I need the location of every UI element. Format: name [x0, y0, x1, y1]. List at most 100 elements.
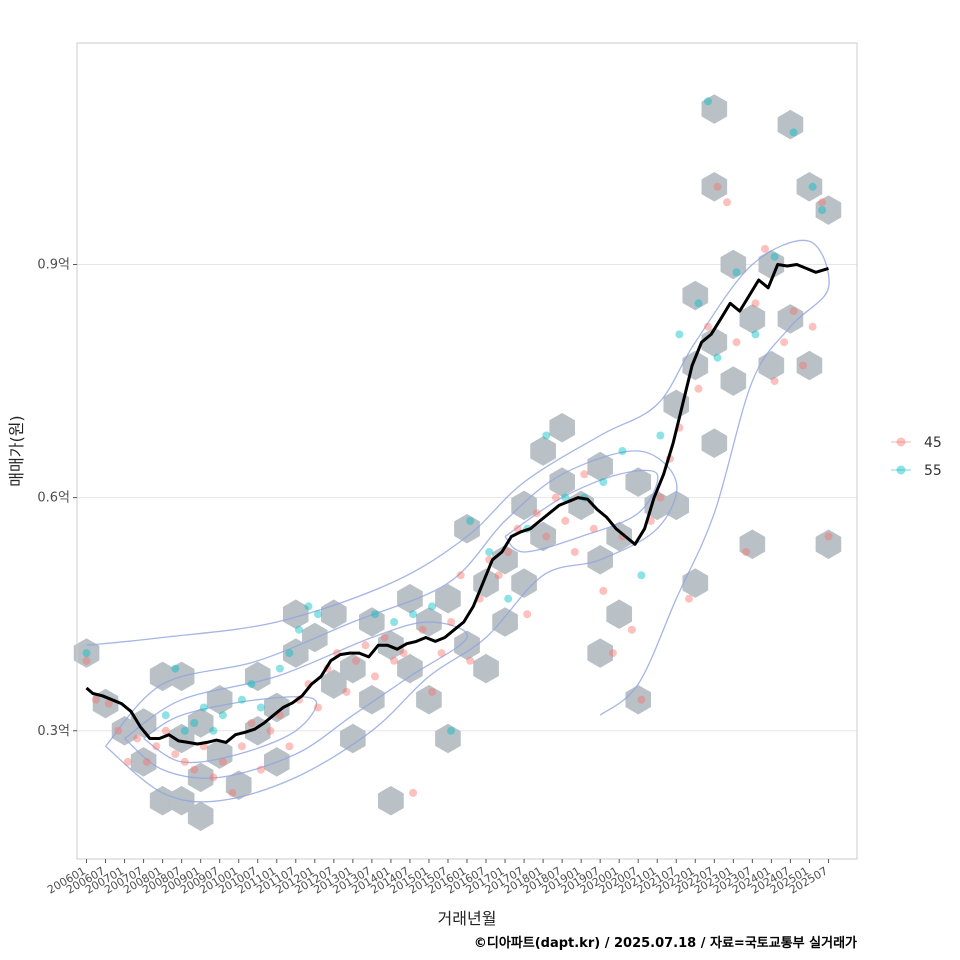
point-45 — [247, 719, 256, 727]
point-55 — [247, 680, 256, 689]
point-55 — [314, 610, 322, 619]
point-45 — [123, 757, 132, 766]
point-55 — [485, 548, 494, 556]
point-45 — [570, 548, 579, 556]
hexbin — [454, 513, 480, 544]
point-55 — [561, 493, 570, 502]
legend-key-point — [896, 465, 906, 475]
y-tick-label: 0.6억 — [37, 491, 70, 506]
point-55 — [180, 726, 189, 735]
hexbin — [73, 638, 100, 668]
hexbin — [511, 568, 537, 598]
hexbin — [815, 195, 842, 225]
hexbin — [454, 630, 480, 661]
point-45 — [342, 687, 351, 696]
point-55 — [256, 703, 265, 712]
y-axis-title: 매매가(원) — [7, 415, 26, 486]
point-45 — [82, 656, 91, 665]
legend: 45 55 — [891, 435, 942, 479]
point-45 — [551, 493, 560, 502]
point-45 — [723, 198, 731, 207]
point-45 — [494, 571, 503, 580]
point-55 — [789, 128, 798, 137]
hexbin — [739, 304, 766, 334]
density-contour — [504, 469, 659, 553]
trend-line — [85, 263, 829, 746]
hexbin — [206, 739, 233, 769]
hexbin — [244, 661, 271, 692]
hexbin — [739, 529, 766, 560]
hexbin — [606, 521, 633, 552]
point-55 — [171, 664, 180, 673]
hexbin — [511, 490, 537, 521]
point-45 — [171, 750, 180, 759]
point-45 — [218, 757, 227, 766]
density-contours — [86, 239, 830, 803]
point-45 — [152, 742, 161, 751]
point-55 — [209, 726, 218, 735]
point-45 — [466, 656, 475, 665]
point-55 — [237, 695, 246, 704]
point-45 — [599, 586, 608, 595]
point-55 — [704, 97, 712, 106]
point-55 — [218, 711, 227, 720]
point-45 — [780, 338, 789, 347]
point-45 — [761, 244, 769, 253]
point-55 — [694, 299, 703, 308]
point-45 — [799, 361, 808, 370]
hexbin — [492, 545, 518, 575]
hexbin — [701, 172, 728, 202]
point-45 — [818, 198, 827, 207]
point-45 — [314, 703, 322, 712]
hexbin — [530, 436, 556, 466]
point-55 — [713, 353, 722, 362]
hexbin — [435, 723, 461, 754]
point-45 — [352, 656, 360, 665]
hexbin — [587, 451, 613, 482]
y-tick-label: 0.3억 — [37, 724, 70, 739]
hexbin — [625, 467, 652, 497]
hexbin — [340, 723, 366, 754]
point-55 — [732, 268, 741, 277]
point-45 — [542, 532, 551, 541]
point-45 — [390, 656, 399, 665]
point-45 — [656, 493, 665, 502]
point-55 — [542, 431, 551, 440]
point-45 — [713, 182, 722, 191]
hexbin — [815, 529, 842, 560]
point-45 — [608, 649, 617, 658]
density-contour — [86, 239, 830, 716]
point-55 — [637, 571, 646, 580]
hexbin — [168, 785, 195, 816]
x-axis: 2006012006072007012007072008012008072009… — [45, 859, 830, 897]
hexbin — [340, 653, 366, 684]
point-45 — [437, 649, 446, 658]
hexbin — [682, 568, 709, 598]
point-45 — [637, 695, 646, 704]
hexbin — [796, 350, 823, 381]
point-55 — [428, 602, 437, 611]
caption: ©디아파트(dapt.kr) / 2025.07.18 / 자료=국토교통부 실… — [474, 935, 857, 951]
hexbin — [187, 762, 214, 793]
point-45 — [532, 509, 541, 518]
point-45 — [685, 594, 693, 603]
trend-series — [85, 263, 829, 746]
y-axis: 0.3억 0.6억 0.9억 — [37, 257, 77, 739]
point-45 — [418, 625, 427, 634]
hexbin — [321, 599, 347, 629]
hexbin — [682, 280, 709, 311]
hexbin — [777, 304, 804, 334]
hexbin — [758, 350, 785, 381]
point-45 — [361, 641, 370, 650]
hexbin — [587, 638, 613, 668]
density-contour — [105, 450, 678, 803]
point-45 — [104, 699, 113, 708]
point-45 — [209, 773, 218, 782]
point-45 — [513, 524, 522, 533]
point-55 — [295, 625, 303, 634]
point-45 — [114, 726, 123, 735]
legend-label: 45 — [924, 435, 942, 451]
legend-key-point — [896, 437, 906, 447]
point-45 — [371, 672, 379, 681]
